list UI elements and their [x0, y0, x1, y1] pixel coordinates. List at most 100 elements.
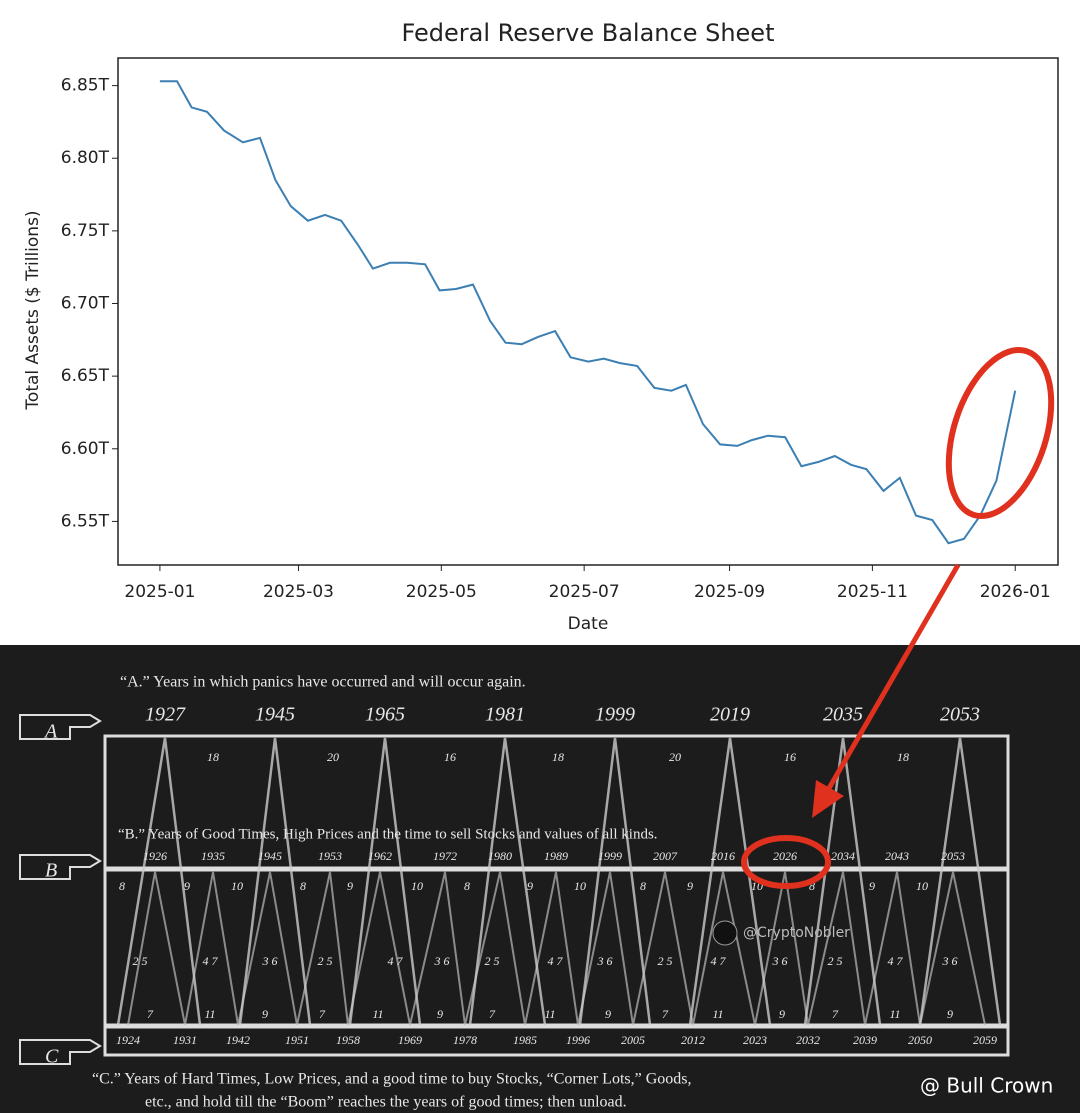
- b-year: 1962: [368, 849, 392, 863]
- a-interval: 18: [552, 750, 564, 764]
- b-year: 2007: [653, 849, 678, 863]
- b-year: 1972: [433, 849, 457, 863]
- cycle-number: 4 7: [203, 954, 219, 968]
- y-tick-label: 6.75T: [61, 221, 110, 241]
- cycle-zigzag: [127, 871, 986, 1026]
- a-interval: 16: [444, 750, 456, 764]
- cycle-number: 9: [605, 1007, 611, 1021]
- x-tick-label: 2025-05: [406, 582, 477, 602]
- b-year: 2034: [831, 849, 855, 863]
- a-year: 1999: [595, 704, 635, 726]
- document-background: [0, 645, 1080, 1113]
- c-caption-1: “C.” Years of Hard Times, Low Prices, an…: [92, 1071, 692, 1088]
- y-tick-label: 6.65T: [61, 366, 110, 386]
- cycle-number: 2 5: [133, 954, 148, 968]
- cycle-number: 8: [640, 879, 646, 893]
- cycle-number: 9: [262, 1007, 268, 1021]
- c-year: 2039: [853, 1033, 877, 1047]
- panic-peak: [348, 737, 422, 1026]
- cycle-number: 9: [947, 1007, 953, 1021]
- b-year: 1980: [488, 849, 512, 863]
- b-year: 1926: [143, 849, 167, 863]
- cycle-number: 9: [184, 879, 190, 893]
- cycle-number: 11: [889, 1007, 900, 1021]
- c-year: 1924: [116, 1033, 140, 1047]
- cycle-number: 4 7: [548, 954, 564, 968]
- mark-b: B: [45, 860, 57, 882]
- hand-b: [19, 854, 102, 880]
- frame-a: [103, 734, 1010, 870]
- plot-frame: [117, 57, 1059, 566]
- cycle-number: 8: [119, 879, 125, 893]
- cycle-number: 8: [809, 879, 815, 893]
- a-year: 2053: [940, 704, 980, 726]
- c-year: 1942: [226, 1033, 250, 1047]
- cycle-number: 3 6: [434, 954, 450, 968]
- cycle-number: 11: [544, 1007, 555, 1021]
- cycle-number: 7: [147, 1007, 154, 1021]
- b-year: 1935: [201, 849, 225, 863]
- c-year: 2059: [973, 1033, 997, 1047]
- a-interval: 18: [207, 750, 219, 764]
- c-year: 1931: [173, 1033, 197, 1047]
- cycle-number: 3 6: [942, 954, 958, 968]
- x-tick-label: 2025-01: [124, 582, 195, 602]
- credit: @ Bull Crown: [920, 1074, 1053, 1098]
- cycle-number: 10: [916, 879, 928, 893]
- highlight-2026: [741, 835, 831, 889]
- panic-peak: [578, 737, 652, 1026]
- frame-c: [103, 1025, 1010, 1057]
- cycle-number: 8: [464, 879, 470, 893]
- c-year: 1958: [336, 1033, 360, 1047]
- cycle-number: 7: [832, 1007, 839, 1021]
- y-tick-label: 6.80T: [61, 148, 110, 168]
- a-year: 1927: [145, 704, 186, 726]
- y-tick-label: 6.60T: [61, 439, 110, 459]
- panic-peak: [688, 737, 772, 1026]
- a-year: 2019: [710, 704, 750, 726]
- b-year: 1999: [598, 849, 622, 863]
- x-axis-label: Date: [568, 614, 609, 634]
- y-axis-label: Total Assets ($ Trillions): [23, 210, 43, 410]
- a-year: 1945: [255, 704, 295, 726]
- cycle-number: 3 6: [772, 954, 788, 968]
- x-logo: [712, 920, 738, 946]
- data-line: [159, 80, 1017, 545]
- b-year: 2026: [773, 849, 797, 863]
- panic-peak: [238, 737, 312, 1026]
- x-tick-label: 2025-07: [549, 582, 620, 602]
- cycle-lines: [116, 737, 1002, 1026]
- hand-a: [19, 714, 102, 740]
- c-year: 1978: [453, 1033, 477, 1047]
- b-year: 2053: [941, 849, 965, 863]
- cycle-number: 2 5: [318, 954, 333, 968]
- a-year: 2035: [823, 704, 863, 726]
- c-year: 2032: [796, 1033, 820, 1047]
- x-tick-label: 2025-09: [694, 582, 765, 602]
- cycle-number: 3 6: [262, 954, 278, 968]
- b-year: 2043: [885, 849, 909, 863]
- cycle-number: 11: [372, 1007, 383, 1021]
- b-year: 1989: [544, 849, 568, 863]
- cycle-number: 9: [347, 879, 353, 893]
- chart: 6.55T 6.60T 6.65T 6.70T 6.75T 6.80T 6.85T 2025-…: [61, 76, 1051, 602]
- cycle-number: 2 5: [828, 954, 843, 968]
- y-tick-label: 6.85T: [61, 76, 110, 96]
- mark-a: A: [43, 721, 58, 743]
- cycle-number: 9: [869, 879, 875, 893]
- cycle-number: 9: [527, 879, 533, 893]
- c-year: 2050: [908, 1033, 932, 1047]
- cycle-number: 7: [319, 1007, 326, 1021]
- cycle-number: 4 7: [388, 954, 404, 968]
- cycle-number: 2 5: [485, 954, 500, 968]
- b-year: 1953: [318, 849, 342, 863]
- panic-peak: [803, 737, 882, 1026]
- a-interval: 20: [327, 750, 339, 764]
- cycle-number: 4 7: [711, 954, 727, 968]
- x-tick-label: 2025-03: [263, 582, 334, 602]
- highlight-ellipse: [945, 346, 1055, 520]
- c-year: 2005: [621, 1033, 645, 1047]
- b-year: 2016: [711, 849, 735, 863]
